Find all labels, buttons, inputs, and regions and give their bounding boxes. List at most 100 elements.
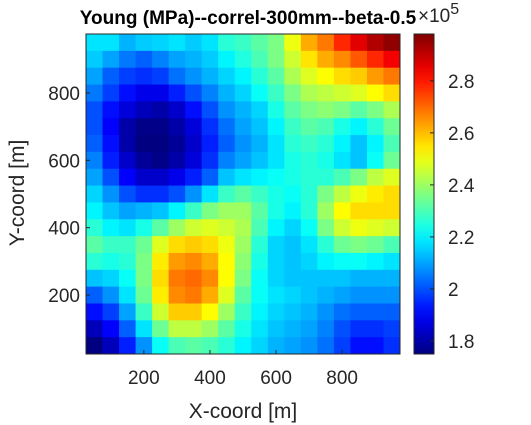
- heatmap-cell: [185, 252, 203, 271]
- heatmap-cell: [86, 185, 103, 203]
- heatmap-cell: [350, 135, 368, 153]
- heatmap-cell: [218, 320, 236, 338]
- heatmap-cell: [383, 337, 401, 355]
- heatmap-cell: [168, 185, 186, 203]
- heatmap-cell: [284, 185, 302, 203]
- heatmap-cell: [317, 135, 335, 153]
- heatmap-cell: [119, 50, 136, 69]
- heatmap-cell: [86, 236, 103, 254]
- heatmap-cell: [317, 67, 335, 85]
- heatmap-cell: [366, 50, 384, 69]
- heatmap-cell: [135, 151, 153, 170]
- heatmap-cell: [317, 118, 335, 136]
- heatmap-cell: [251, 286, 269, 304]
- heatmap-cell: [251, 202, 269, 220]
- heatmap-cell: [333, 337, 351, 355]
- heatmap-cell: [135, 135, 153, 153]
- heatmap-cell: [267, 337, 285, 355]
- heatmap-cell: [267, 219, 285, 237]
- heatmap-cell: [86, 135, 103, 153]
- heatmap-cell: [86, 168, 103, 186]
- heatmap-cell: [152, 185, 170, 203]
- heatmap-cell: [267, 50, 285, 69]
- heatmap-cell: [267, 101, 285, 119]
- heatmap-cell: [350, 269, 368, 288]
- heatmap-cell: [86, 286, 103, 304]
- heatmap-cell: [86, 50, 103, 69]
- heatmap-cell: [218, 67, 236, 85]
- heatmap-cell: [168, 67, 186, 85]
- heatmap-cell: [350, 236, 368, 254]
- heatmap-cell: [366, 168, 384, 186]
- colorbar-exponent-base: ×10: [418, 6, 450, 27]
- heatmap-cell: [267, 151, 285, 170]
- heatmap-cell: [317, 337, 335, 355]
- heatmap-cell: [284, 151, 302, 170]
- heatmap-cell: [86, 252, 103, 271]
- heatmap-cell: [383, 236, 401, 254]
- heatmap-cell: [383, 303, 401, 321]
- heatmap-cell: [135, 286, 153, 304]
- heatmap-cell: [383, 84, 401, 102]
- heatmap-cell: [300, 202, 318, 220]
- heatmap-cell: [185, 236, 203, 254]
- heatmap-cell: [168, 303, 186, 321]
- heatmap-cell: [251, 219, 269, 237]
- heatmap-cell: [201, 185, 219, 203]
- heatmap-cell: [317, 320, 335, 338]
- heatmap-cell: [119, 67, 136, 85]
- heatmap-cell: [152, 303, 170, 321]
- heatmap-cell: [333, 151, 351, 170]
- heatmap-cell: [234, 337, 252, 355]
- heatmap-cell: [185, 337, 203, 355]
- heatmap-cell: [135, 118, 153, 136]
- colorbar-tick-label: 2.8: [448, 72, 474, 93]
- heatmap-cell: [234, 135, 252, 153]
- heatmap-cell: [201, 286, 219, 304]
- heatmap-cell: [300, 236, 318, 254]
- heatmap-cell: [119, 320, 136, 338]
- x-axis-label: X-coord [m]: [189, 400, 298, 423]
- heatmap-cell: [251, 337, 269, 355]
- heatmap-cell: [102, 34, 120, 52]
- heatmap-cell: [201, 34, 219, 52]
- heatmap-cell: [135, 303, 153, 321]
- heatmap-cell: [135, 67, 153, 85]
- heatmap-cell: [86, 151, 103, 170]
- heatmap-cell: [366, 286, 384, 304]
- colorbar-tick-label: 2.4: [448, 176, 475, 197]
- heatmap-cell: [366, 84, 384, 102]
- heatmap-cell: [168, 151, 186, 170]
- heatmap-cell: [300, 84, 318, 102]
- heatmap-cell: [119, 202, 136, 220]
- heatmap-cell: [317, 252, 335, 271]
- heatmap-cell: [350, 219, 368, 237]
- heatmap-cell: [102, 303, 120, 321]
- heatmap-cell: [135, 101, 153, 119]
- heatmap-cell: [350, 151, 368, 170]
- heatmap-cell: [135, 34, 153, 52]
- heatmap-cell: [119, 168, 136, 186]
- heatmap-cell: [300, 67, 318, 85]
- heatmap-cell: [102, 320, 120, 338]
- heatmap-cell: [152, 118, 170, 136]
- heatmap-cell: [251, 168, 269, 186]
- heatmap-cell: [135, 84, 153, 102]
- heatmap-cell: [218, 269, 236, 288]
- heatmap-cell: [185, 219, 203, 237]
- heatmap-cell: [234, 219, 252, 237]
- heatmap-cell: [218, 151, 236, 170]
- heatmap-cell: [333, 34, 351, 52]
- heatmap-cell: [333, 236, 351, 254]
- heatmap-cell: [350, 168, 368, 186]
- heatmap-cell: [251, 101, 269, 119]
- colorbar-ticks: 1.8 2 2.2 2.4 2.6 2.8: [430, 72, 475, 353]
- heatmap-cell: [86, 84, 103, 102]
- heatmap-cell: [383, 202, 401, 220]
- heatmap-cell: [350, 202, 368, 220]
- heatmap-cell: [218, 101, 236, 119]
- heatmap-cell: [119, 34, 136, 52]
- heatmap-cell: [366, 320, 384, 338]
- heatmap-cell: [267, 236, 285, 254]
- heatmap-cell: [284, 168, 302, 186]
